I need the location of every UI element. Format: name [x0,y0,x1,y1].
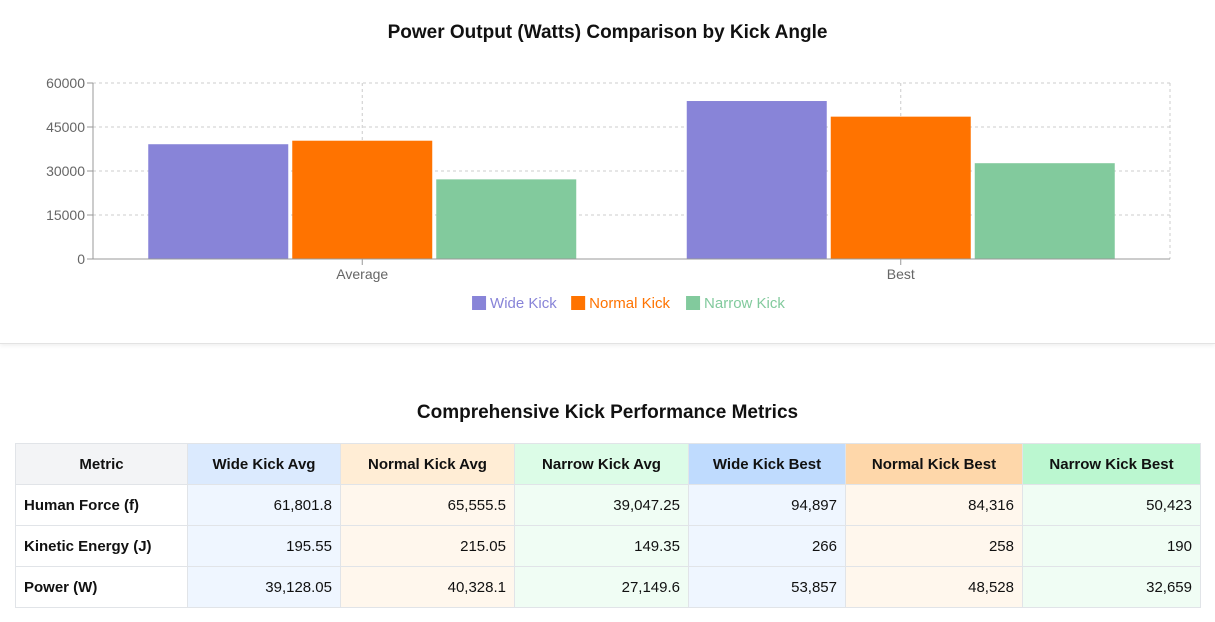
header-narrow-kick-best: Narrow Kick Best [1022,443,1201,485]
bar-wide-kick-best [686,101,827,259]
table-cell: 149.35 [514,525,689,567]
y-tick-label: 30000 [46,163,85,179]
table-cell: 84,316 [845,484,1023,526]
chart-title: Power Output (Watts) Comparison by Kick … [387,22,828,43]
table-cell: 65,555.5 [340,484,515,526]
table-row: Human Force (f) 61,801.8 65,555.5 39,047… [15,484,1201,526]
table-cell: 40,328.1 [340,566,515,608]
bar-chart: 0 15000 30000 45000 60000 Average Best Wide Kic… [46,75,1171,312]
bar-normal-kick-average [292,140,433,259]
legend-swatch-narrow-kick [686,296,701,310]
table-cell: 258 [845,525,1023,567]
y-tick-label: 45000 [46,119,85,135]
table-cell: 27,149.6 [514,566,689,608]
table-cell: 53,857 [688,566,846,608]
table-cell: 61,801.8 [187,484,341,526]
bar-narrow-kick-best [974,163,1115,259]
chart-card: Power Output (Watts) Comparison by Kick … [0,22,1215,344]
table-cell: 266 [688,525,846,567]
y-tick-label: 60000 [46,75,85,91]
header-narrow-kick-avg: Narrow Kick Avg [514,443,689,485]
table-title: Comprehensive Kick Performance Metrics [416,402,799,423]
table-row: Power (W) 39,128.05 40,328.1 27,149.6 53… [15,566,1201,608]
header-wide-kick-best: Wide Kick Best [688,443,846,485]
header-normal-kick-avg: Normal Kick Avg [340,443,515,485]
table-cell: 32,659 [1022,566,1201,608]
bar-wide-kick-average [148,144,289,259]
legend-swatch-wide-kick [472,296,487,310]
metric-name: Human Force (f) [15,484,188,526]
metric-name: Power (W) [15,566,188,608]
legend-label-narrow-kick: Narrow Kick [704,295,785,312]
y-tick-label: 15000 [46,207,85,223]
table-cell: 50,423 [1022,484,1201,526]
table-row: Kinetic Energy (J) 195.55 215.05 149.35 … [15,525,1201,567]
legend-label-normal-kick: Normal Kick [589,295,670,312]
metrics-table: Metric Wide Kick Avg Normal Kick Avg Nar… [15,443,1201,608]
legend-label-wide-kick: Wide Kick [490,295,557,312]
legend-swatch-normal-kick [571,296,586,310]
header-metric: Metric [15,443,188,485]
table-header-row: Metric Wide Kick Avg Normal Kick Avg Nar… [15,443,1201,485]
table-cell: 39,047.25 [514,484,689,526]
header-normal-kick-best: Normal Kick Best [845,443,1023,485]
table-cell: 94,897 [688,484,846,526]
x-tick-label: Average [336,266,388,282]
table-cell: 190 [1022,525,1201,567]
header-wide-kick-avg: Wide Kick Avg [187,443,341,485]
table-cell: 39,128.05 [187,566,341,608]
metric-name: Kinetic Energy (J) [15,525,188,567]
bar-normal-kick-best [830,116,971,259]
bar-narrow-kick-average [436,179,577,259]
table-cell: 195.55 [187,525,341,567]
y-tick-label: 0 [77,251,85,267]
table-cell: 215.05 [340,525,515,567]
x-tick-label: Best [887,266,915,282]
table-cell: 48,528 [845,566,1023,608]
